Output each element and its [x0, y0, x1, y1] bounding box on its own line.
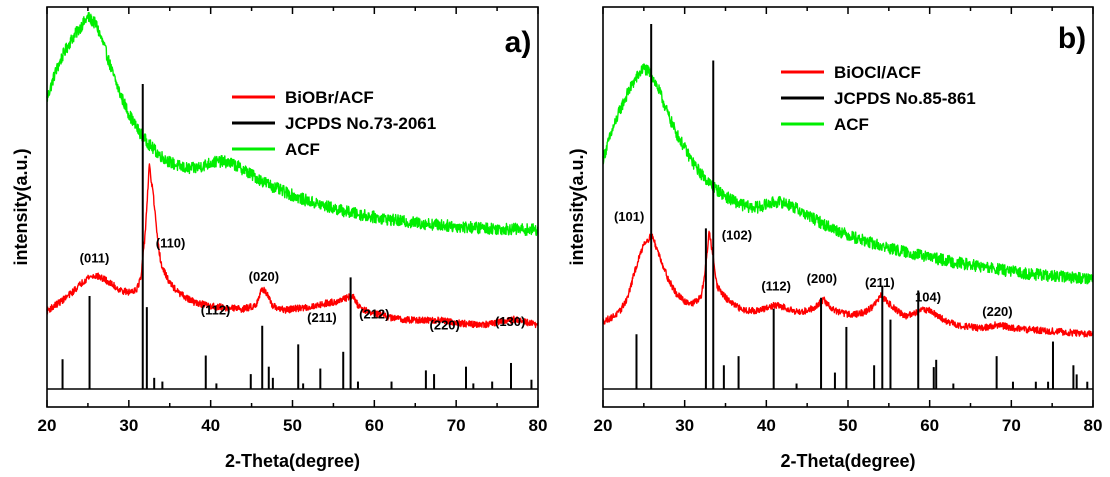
x-tick-label: 20	[594, 416, 613, 435]
peak-label: (020)	[249, 269, 279, 284]
x-tick-label: 60	[920, 416, 939, 435]
x-tick-label: 70	[447, 416, 466, 435]
peak-label: (220)	[430, 317, 460, 332]
x-tick-label: 50	[283, 416, 302, 435]
peak-label: (211)	[307, 310, 337, 325]
x-axis-title: 2-Theta(degree)	[225, 451, 360, 471]
legend-label: ACF	[285, 140, 320, 159]
x-tick-label: 40	[201, 416, 220, 435]
peak-label: (200)	[807, 271, 837, 286]
peak-label: (112)	[201, 303, 231, 318]
x-tick-label: 80	[1084, 416, 1103, 435]
peak-label: (212)	[359, 306, 389, 321]
peak-label: (110)	[156, 236, 186, 251]
peak-label: (211)	[865, 275, 895, 290]
series-line-biocl-acf	[602, 230, 1094, 338]
peak-label: (011)	[80, 251, 110, 266]
panel-a: (011) (110) (112) (020) (211) (212) (220) (130)…	[11, 6, 548, 471]
x-tick-label: 30	[119, 416, 138, 435]
panel-b: (101) (102) (112) (200) (211) 104) (220) BiOCl/…	[567, 6, 1103, 471]
plot-frame	[46, 6, 539, 408]
x-axis-title: 2-Theta(degree)	[780, 451, 915, 471]
legend-label: JCPDS No.73-2061	[285, 114, 436, 133]
panel-letter: a)	[505, 26, 532, 59]
x-tick-label: 80	[529, 416, 548, 435]
peak-label: (101)	[614, 209, 644, 224]
x-tick-label: 50	[839, 416, 858, 435]
y-axis-title: intensity(a.u.)	[567, 148, 587, 265]
peak-label: 104)	[915, 289, 941, 304]
series-line-biobr-acf	[46, 163, 539, 329]
series-line-acf	[602, 63, 1094, 285]
y-axis-title: intensity(a.u.)	[11, 148, 31, 265]
series-line-acf	[46, 11, 539, 237]
legend-label: ACF	[834, 115, 869, 134]
x-tick-label: 70	[1002, 416, 1021, 435]
panel-letter: b)	[1058, 22, 1086, 55]
x-tick-label: 40	[757, 416, 776, 435]
peak-label: (112)	[761, 278, 791, 293]
peak-label: (102)	[722, 227, 752, 242]
x-tick-label: 60	[365, 416, 384, 435]
peak-label: (130)	[495, 314, 525, 329]
legend-label: BiOBr/ACF	[285, 88, 374, 107]
x-tick-label: 30	[675, 416, 694, 435]
legend-label: BiOCl/ACF	[834, 63, 921, 82]
peak-label: (220)	[982, 304, 1012, 319]
x-tick-label: 20	[38, 416, 57, 435]
legend-label: JCPDS No.85-861	[834, 89, 976, 108]
